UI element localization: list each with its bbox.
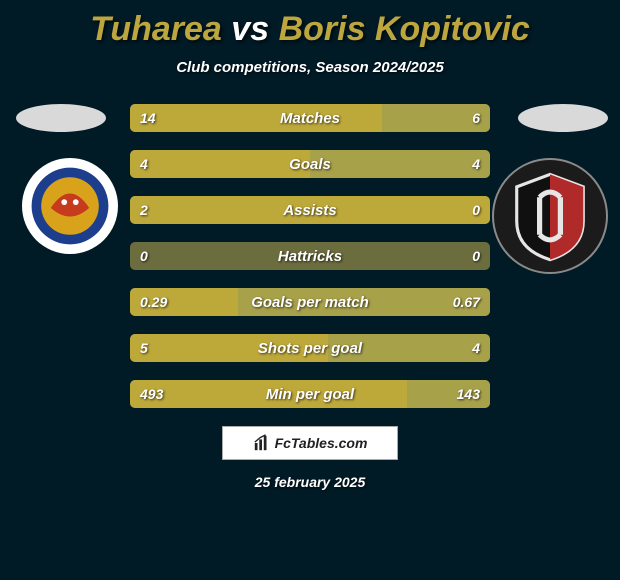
stat-row: 44Goals — [130, 150, 490, 178]
player2-name: Boris Kopitovic — [279, 10, 530, 48]
stat-label: Min per goal — [130, 380, 490, 408]
team-crest-right — [492, 158, 608, 274]
vs-text: vs — [231, 10, 269, 48]
stat-label: Goals per match — [130, 288, 490, 316]
player1-name: Tuharea — [90, 10, 222, 48]
brand-chart-icon — [253, 434, 271, 452]
stat-label: Hattricks — [130, 242, 490, 270]
stat-row: 20Assists — [130, 196, 490, 224]
stat-label: Assists — [130, 196, 490, 224]
page-title: Tuharea vs Boris Kopitovic — [0, 0, 620, 49]
stat-row: 54Shots per goal — [130, 334, 490, 362]
decor-ellipse-right — [518, 104, 608, 132]
crest-left-svg — [22, 158, 118, 254]
stat-label: Matches — [130, 104, 490, 132]
stat-row: 00Hattricks — [130, 242, 490, 270]
date-text: 25 february 2025 — [0, 474, 620, 490]
brand-logo: FcTables.com — [222, 426, 398, 460]
team-crest-left — [22, 158, 118, 254]
crest-right-svg — [498, 164, 602, 268]
decor-ellipse-left — [16, 104, 106, 132]
stat-label: Shots per goal — [130, 334, 490, 362]
stat-row: 493143Min per goal — [130, 380, 490, 408]
stat-bars: 146Matches 44Goals 20Assists 00Hattricks 0.2… — [130, 104, 490, 408]
stat-label: Goals — [130, 150, 490, 178]
stat-row: 0.290.67Goals per match — [130, 288, 490, 316]
brand-text: FcTables.com — [275, 435, 368, 451]
stat-row: 146Matches — [130, 104, 490, 132]
subtitle: Club competitions, Season 2024/2025 — [0, 59, 620, 76]
comparison-content: 146Matches 44Goals 20Assists 00Hattricks 0.2… — [0, 104, 620, 408]
